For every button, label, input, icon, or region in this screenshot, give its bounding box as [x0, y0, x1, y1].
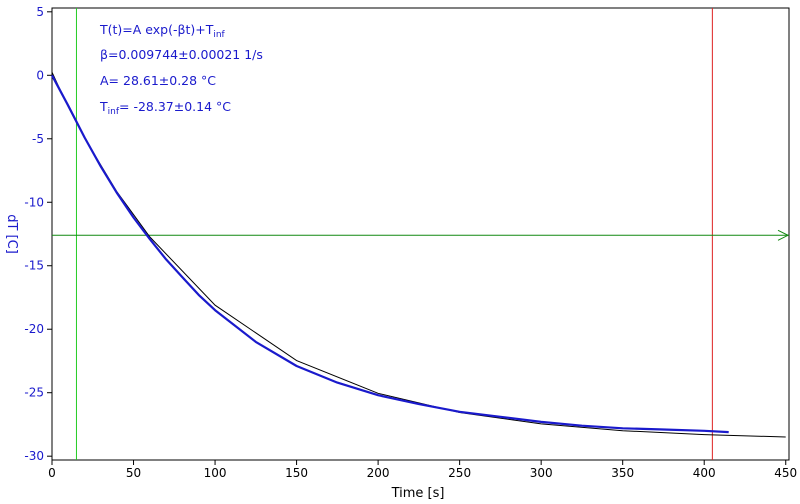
- cursors: [52, 8, 790, 460]
- y-tick-label: -30: [24, 449, 44, 463]
- fit-tinf: Tinf= -28.37±0.14 °C: [99, 99, 231, 117]
- x-tick-label: 150: [285, 466, 308, 480]
- y-tick-label: -15: [24, 259, 44, 273]
- x-axis-title: Time [s]: [391, 486, 445, 501]
- x-tick-label: 300: [530, 466, 553, 480]
- x-tick-label: 400: [693, 466, 716, 480]
- x-tick-label: 0: [48, 466, 56, 480]
- measured-series-line: [51, 74, 729, 434]
- fit-formula-sub: inf: [213, 30, 225, 40]
- series-group: [51, 71, 786, 438]
- y-tick-label: -20: [24, 322, 44, 336]
- x-tick-label: 250: [448, 466, 471, 480]
- y-tick-label: -5: [32, 132, 44, 146]
- x-tick-label: 200: [367, 466, 390, 480]
- cursor-horizontal-arrow-icon[interactable]: [777, 229, 790, 241]
- fit-beta: β=0.009744±0.00021 1/s: [100, 47, 263, 62]
- fit-formula-main: T(t)=A exp(-βt)+T: [99, 22, 214, 37]
- fit-tinf-sub: inf: [108, 107, 120, 117]
- y-tick-label: 0: [36, 68, 44, 82]
- fit-amplitude: A= 28.61±0.28 °C: [100, 73, 216, 88]
- y-tick-label: 5: [36, 5, 44, 19]
- x-tick-label: 350: [611, 466, 634, 480]
- y-tick-label: -10: [24, 195, 44, 209]
- fit-annotation: T(t)=A exp(-βt)+Tinf β=0.009744±0.00021 …: [99, 22, 263, 117]
- fit-formula: T(t)=A exp(-βt)+Tinf: [99, 22, 226, 40]
- y-axis-ticks: 5 0 -5 -10 -15 -20 -25 -30: [24, 5, 52, 463]
- fit-tinf-post: = -28.37±0.14 °C: [119, 99, 231, 114]
- plot-frame: [51, 7, 790, 461]
- x-tick-label: 50: [126, 466, 141, 480]
- fit-tinf-pre: T: [99, 99, 108, 114]
- x-tick-label: 100: [204, 466, 227, 480]
- x-tick-label: 450: [774, 466, 797, 480]
- y-axis-title: dT [C]: [4, 214, 19, 254]
- y-tick-label: -25: [24, 386, 44, 400]
- x-axis-ticks: 0 50 100 150 200 250 300 350 400 450: [48, 460, 797, 480]
